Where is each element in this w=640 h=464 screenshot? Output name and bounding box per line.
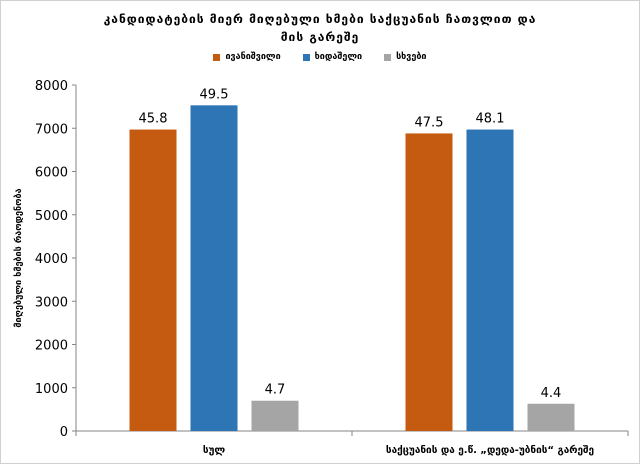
chart-title-line1: კანდიდატების მიერ მიღებული ხმები საქცუან… <box>103 12 537 26</box>
legend-swatch-others <box>384 53 392 61</box>
bar <box>190 105 238 431</box>
x-tick-label: სულ <box>203 444 226 456</box>
bar <box>405 133 453 431</box>
legend-label-ivanishvili: ივანიშვილი <box>225 52 281 62</box>
data-label: 48.1 <box>476 112 505 127</box>
y-axis-title: მიღებული ხმების რაოდენობა <box>13 188 24 327</box>
bar <box>129 129 177 432</box>
y-tick-label: 1000 <box>35 382 68 397</box>
y-tick-label: 3000 <box>35 295 68 310</box>
y-tick-label: 5000 <box>35 209 68 224</box>
data-label: 4.7 <box>265 383 286 398</box>
x-tick-label: საქცუანის და ე.წ. „დედა-უბნის“ გარეშე <box>386 444 594 456</box>
bar <box>251 400 299 431</box>
y-tick-label: 6000 <box>35 166 68 181</box>
data-label: 45.8 <box>139 112 168 127</box>
legend-item-others: სხვები <box>384 52 427 62</box>
data-label: 49.5 <box>200 87 229 102</box>
data-label: 4.4 <box>541 386 562 401</box>
data-label: 47.5 <box>415 115 444 130</box>
bar <box>466 129 514 432</box>
legend-label-khidasheli: ხიდაშელი <box>314 52 363 62</box>
bar <box>527 403 575 431</box>
y-tick-label: 7000 <box>35 122 68 137</box>
y-tick-label: 2000 <box>35 339 68 354</box>
legend-label-others: სხვები <box>396 52 427 62</box>
legend-swatch-khidasheli <box>302 53 310 61</box>
legend-item-ivanishvili: ივანიშვილი <box>213 52 281 62</box>
y-tick-label: 0 <box>60 425 68 440</box>
chart-title-line2: მის გარეშე <box>280 30 360 44</box>
legend-item-khidasheli: ხიდაშელი <box>302 52 363 62</box>
y-tick-label: 8000 <box>35 79 68 94</box>
legend-swatch-ivanishvili <box>213 53 221 61</box>
legend: ივანიშვილი ხიდაშელი სხვები <box>0 52 640 62</box>
y-tick-label: 4000 <box>35 252 68 267</box>
